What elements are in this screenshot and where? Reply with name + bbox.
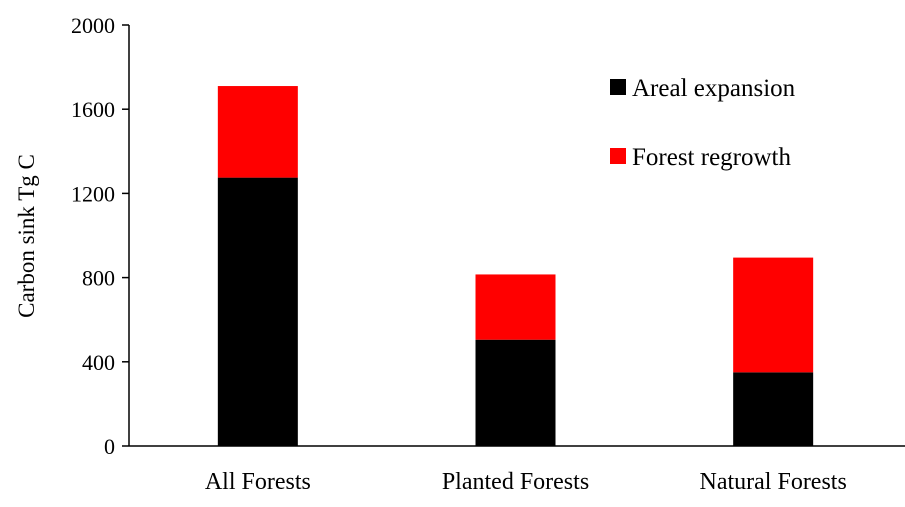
bars — [217, 86, 814, 447]
x-category-label: Planted Forests — [442, 469, 589, 495]
legend-swatch — [610, 79, 626, 95]
y-ticks: 0 400 800 1200 1600 2000 — [71, 13, 129, 459]
y-tick-label: 2000 — [71, 13, 115, 38]
bar-areal-expansion — [733, 372, 814, 446]
x-category-label: Natural Forests — [700, 469, 847, 495]
x-labels: All Forests Planted Forests Natural Forest… — [205, 469, 847, 495]
bar-areal-expansion — [217, 177, 298, 447]
bar-forest-regrowth — [475, 274, 556, 340]
y-axis-title: Carbon sink Tg C — [14, 154, 39, 318]
y-tick-label: 800 — [82, 266, 115, 291]
y-tick-label: 0 — [104, 434, 115, 459]
y-tick-label: 400 — [82, 350, 115, 375]
bar-forest-regrowth — [217, 86, 298, 178]
bar-areal-expansion — [475, 339, 556, 446]
bar-forest-regrowth — [733, 257, 814, 373]
y-tick-label: 1600 — [71, 97, 115, 122]
legend-label: Forest regrowth — [632, 144, 791, 171]
legend-swatch — [610, 148, 626, 164]
legend-label: Areal expansion — [632, 75, 796, 102]
x-category-label: All Forests — [205, 469, 311, 495]
y-tick-label: 1200 — [71, 181, 115, 206]
legend: Areal expansion Forest regrowth — [610, 75, 796, 171]
